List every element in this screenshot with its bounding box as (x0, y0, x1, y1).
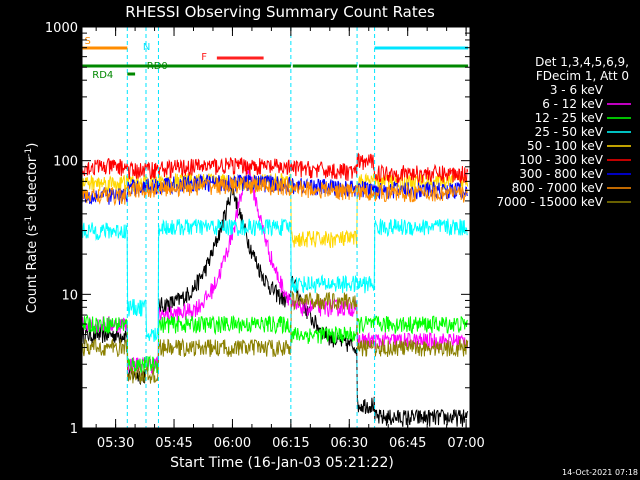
legend-label: 3 - 6 keV (550, 83, 604, 97)
y-tick-label: 1 (70, 422, 78, 437)
y-axis-label: Count Rate (s-1 detector-1) (24, 143, 40, 314)
legend-label: 25 - 50 keV (535, 125, 604, 139)
y-label-mid: detector (25, 156, 40, 216)
x-tick-label: 06:45 (389, 436, 426, 451)
legend-label: 800 - 7000 keV (512, 181, 604, 195)
legend-label: 50 - 100 keV (527, 139, 604, 153)
legend-label: 12 - 25 keV (535, 111, 604, 125)
y-label-exp2: -1 (24, 148, 34, 157)
flag-label-s: S (84, 36, 90, 47)
render-timestamp: 14-Oct-2021 07:18 (562, 468, 638, 477)
y-tick-label: 1000 (45, 21, 78, 36)
legend-header-line2: FDecim 1, Att 0 (536, 69, 629, 83)
x-axis-label: Start Time (16-Jan-03 05:21:22) (170, 455, 394, 471)
x-tick-label: 06:30 (331, 436, 368, 451)
x-tick-label: 05:30 (97, 436, 134, 451)
legend-label: 6 - 12 keV (542, 97, 604, 111)
x-tick-label: 06:15 (272, 436, 309, 451)
y-label-main: Count Rate (s (25, 225, 40, 314)
y-label-end: ) (25, 143, 40, 148)
x-tick-label: 07:00 (447, 436, 484, 451)
flag-label-rd4: RD4 (92, 70, 113, 81)
y-label-exp1: -1 (24, 216, 34, 225)
legend-header-line1: Det 1,3,4,5,6,9, (535, 55, 629, 69)
legend-label: 100 - 300 keV (519, 153, 603, 167)
flag-label-rd0: RD0 (147, 61, 168, 72)
flag-label-n: N (143, 42, 150, 53)
x-tick-label: 06:00 (214, 436, 251, 451)
series-line-300-800-kev (81, 173, 468, 206)
y-tick-label: 100 (53, 155, 78, 170)
legend-label: 7000 - 15000 keV (496, 195, 603, 209)
plot-frame (81, 26, 471, 429)
legend-label: 300 - 800 keV (519, 167, 603, 181)
chart-title: RHESSI Observing Summary Count Rates (125, 3, 435, 21)
y-tick-label: 10 (61, 288, 78, 303)
flag-label-f: F (201, 52, 207, 63)
x-tick-label: 05:45 (155, 436, 192, 451)
